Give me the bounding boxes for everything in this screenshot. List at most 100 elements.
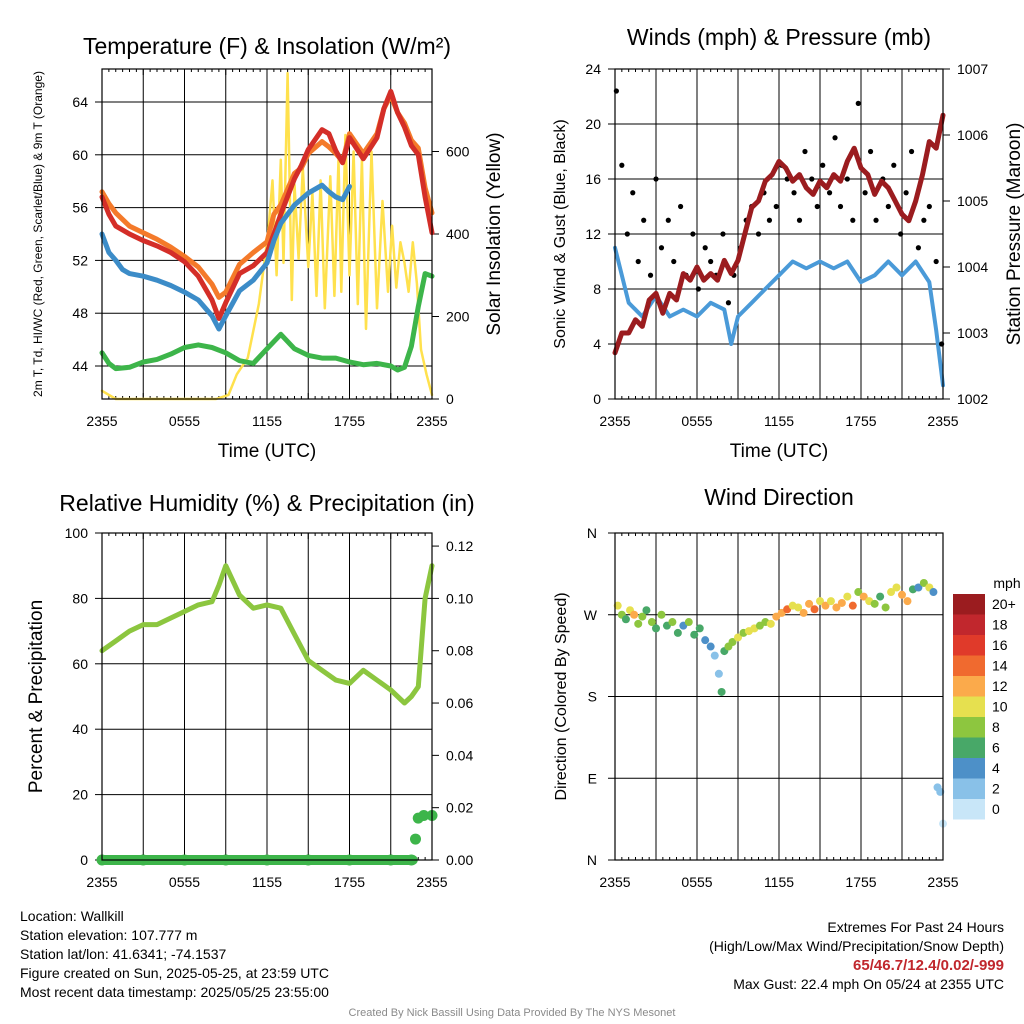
gust-point bbox=[850, 217, 856, 223]
y-right-tick-label: 1004 bbox=[957, 259, 988, 275]
legend-label: 16 bbox=[992, 637, 1008, 653]
gust-point bbox=[820, 162, 826, 168]
direction-point bbox=[642, 606, 651, 615]
gust-point bbox=[837, 203, 844, 210]
y-right-tick-label: 0.04 bbox=[446, 747, 473, 763]
y-tick-label: 24 bbox=[585, 61, 601, 77]
x-axis-label: Time (UTC) bbox=[218, 441, 317, 462]
direction-point bbox=[805, 599, 814, 608]
direction-point bbox=[668, 618, 677, 627]
x-tick-label: 1755 bbox=[334, 413, 365, 429]
gust-point bbox=[832, 135, 838, 141]
legend-label: 12 bbox=[992, 678, 1008, 694]
direction-point bbox=[843, 592, 852, 601]
y-tick-label: 80 bbox=[72, 590, 88, 606]
direction-point bbox=[848, 601, 857, 610]
series-line-station-pressure bbox=[612, 112, 946, 356]
y-tick-label: S bbox=[588, 689, 597, 705]
station-info: Location: Wallkill Station elevation: 10… bbox=[20, 907, 329, 1002]
y-axis-label: 2m T, Td, HI/WC (Red, Green, Scarlet/Blu… bbox=[31, 71, 45, 397]
gust-point bbox=[791, 190, 797, 196]
gust-point bbox=[708, 258, 714, 265]
gust-point bbox=[908, 148, 915, 155]
max-gust-text: Max Gust: 22.4 mph On 05/24 at 2355 UTC bbox=[733, 976, 1004, 992]
x-tick-label: 0555 bbox=[169, 413, 200, 429]
x-tick-label: 0555 bbox=[681, 874, 712, 890]
chart-title: Relative Humidity (%) & Precipitation (i… bbox=[59, 490, 474, 516]
direction-point bbox=[701, 636, 710, 645]
direction-point bbox=[657, 610, 666, 619]
gust-point bbox=[915, 245, 922, 251]
precipitation-point bbox=[418, 810, 430, 822]
x-tick-label: 2355 bbox=[86, 413, 117, 429]
y-tick-label: 0 bbox=[80, 852, 88, 868]
direction-point bbox=[621, 615, 630, 624]
y-right-tick-label: 0 bbox=[446, 391, 454, 407]
chart-title: Wind Direction bbox=[704, 484, 854, 510]
extremes-info: Extremes For Past 24 Hours (High/Low/Max… bbox=[709, 918, 1004, 994]
direction-point bbox=[794, 603, 803, 612]
winds-panel: 2355 0555 1155 1755 2355 Time (UTC) 0 4 8 12 16 20 2… bbox=[552, 24, 1024, 462]
y-tick-label: 44 bbox=[72, 358, 88, 374]
legend-label: 2 bbox=[992, 781, 1000, 797]
direction-point bbox=[837, 598, 846, 607]
chart-title: Winds (mph) & Pressure (mb) bbox=[627, 24, 931, 50]
x-tick-label: 1755 bbox=[845, 413, 876, 429]
y-right-tick-label: 0.08 bbox=[446, 643, 473, 659]
gust-point bbox=[933, 258, 939, 265]
legend-swatch bbox=[953, 655, 985, 676]
plot-frame bbox=[101, 532, 433, 861]
y-tick-label: 20 bbox=[585, 116, 601, 132]
gust-point bbox=[802, 148, 808, 155]
temperature-panel: 2355 0555 1155 1755 2355 Time (UTC) 44 48 52 56 60… bbox=[31, 33, 505, 462]
y-tick-label: 8 bbox=[593, 281, 601, 297]
series-line-2m-dew-point bbox=[99, 271, 435, 373]
y-tick-label: 16 bbox=[585, 171, 601, 187]
y-right-tick-label: 600 bbox=[446, 144, 470, 160]
x-tick-label: 0555 bbox=[681, 413, 712, 429]
created-text: Figure created on Sun, 2025-05-25, at 23… bbox=[20, 965, 329, 981]
y-tick-label: 48 bbox=[72, 305, 88, 321]
x-tick-label: 2355 bbox=[927, 413, 958, 429]
location-text: Location: Wallkill bbox=[20, 908, 124, 924]
legend-label: 4 bbox=[992, 760, 1000, 776]
direction-point bbox=[887, 588, 896, 597]
gust-point bbox=[630, 190, 636, 196]
plot-frame bbox=[101, 68, 433, 400]
direction-point bbox=[832, 603, 841, 612]
y-axis-label: Direction (Colored By Speed) bbox=[553, 592, 570, 800]
direction-point bbox=[690, 630, 699, 639]
y-right-axis-label: Solar Insolation (Yellow) bbox=[484, 132, 505, 335]
direction-point bbox=[854, 588, 863, 597]
y-tick-label: 56 bbox=[72, 200, 88, 216]
direction-point bbox=[936, 787, 945, 796]
legend-label: 6 bbox=[992, 740, 1000, 756]
y-right-tick-label: 200 bbox=[446, 309, 470, 325]
x-tick-label: 0555 bbox=[169, 874, 200, 890]
direction-point bbox=[799, 608, 808, 617]
gust-point bbox=[678, 203, 684, 210]
legend-swatch bbox=[953, 799, 985, 820]
legend-swatch bbox=[953, 758, 985, 779]
extremes-title: Extremes For Past 24 Hours bbox=[827, 919, 1004, 935]
gust-point bbox=[921, 217, 927, 223]
y-right-tick-label: 1006 bbox=[957, 127, 988, 143]
plot-frame bbox=[614, 68, 944, 400]
direction-point bbox=[881, 603, 890, 612]
legend-swatch bbox=[953, 696, 985, 717]
gust-point bbox=[891, 162, 897, 168]
series-line-relative-humidity bbox=[99, 563, 435, 706]
y-tick-label: 60 bbox=[72, 147, 88, 163]
y-tick-label: N bbox=[587, 525, 597, 541]
x-axis-label: Time (UTC) bbox=[730, 441, 829, 462]
y-right-tick-label: 1005 bbox=[957, 193, 988, 209]
direction-point bbox=[919, 578, 928, 587]
series-line-2m-temperature bbox=[99, 88, 435, 321]
legend-label: 18 bbox=[992, 617, 1008, 633]
y-tick-label: W bbox=[584, 607, 598, 623]
direction-point bbox=[673, 628, 682, 637]
direction-point bbox=[821, 601, 830, 610]
gust-point bbox=[658, 245, 665, 251]
gust-point bbox=[826, 190, 833, 196]
